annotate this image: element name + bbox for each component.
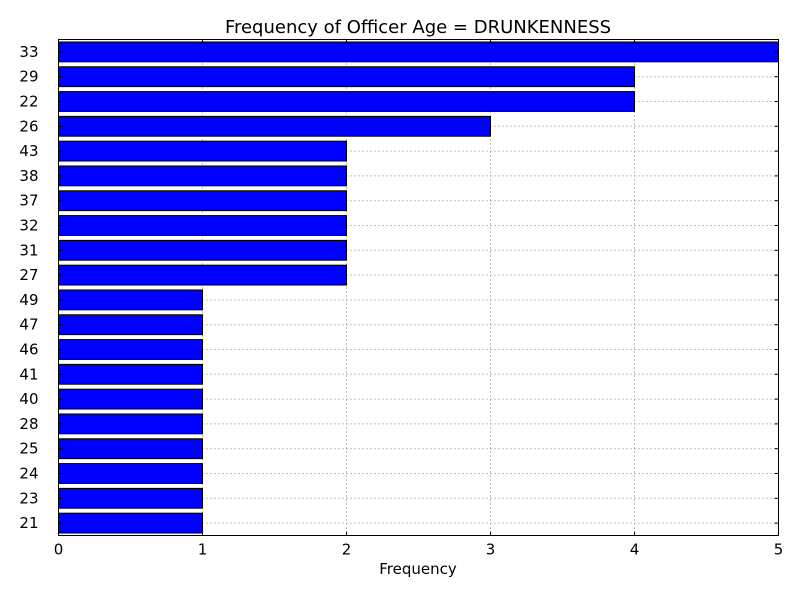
- x-tick-label-4: 4: [630, 541, 640, 559]
- bar-age-37: [58, 190, 347, 212]
- y-tick-label-46: 46: [19, 341, 38, 359]
- bar-age-33: [58, 41, 779, 63]
- y-tick-label-29: 29: [19, 68, 38, 86]
- y-tick-label-41: 41: [19, 365, 38, 383]
- y-tick-label-21: 21: [19, 514, 38, 532]
- bar-age-27: [58, 264, 347, 286]
- x-tick-label-5: 5: [774, 541, 784, 559]
- bar-age-29: [58, 66, 635, 88]
- bar-age-49: [58, 289, 203, 311]
- bar-age-32: [58, 215, 347, 236]
- bar-age-25: [58, 438, 203, 460]
- x-tick-label-1: 1: [198, 541, 208, 559]
- y-tick-label-25: 25: [19, 440, 38, 458]
- y-tick-label-24: 24: [19, 465, 38, 483]
- x-tick-label-2: 2: [342, 541, 352, 559]
- y-tick-label-33: 33: [19, 43, 38, 61]
- y-tick-label-49: 49: [19, 291, 38, 309]
- bar-age-47: [58, 314, 203, 336]
- bar-age-22: [58, 91, 635, 112]
- y-tick-label-37: 37: [19, 192, 38, 210]
- y-tick-label-40: 40: [19, 390, 38, 408]
- axis-ticks: 3329222643383732312749474641402825242321…: [19, 39, 784, 559]
- y-tick-label-47: 47: [19, 316, 38, 334]
- y-tick-label-22: 22: [19, 93, 38, 111]
- bar-age-38: [58, 165, 347, 187]
- bar-age-43: [58, 140, 347, 162]
- chart-title: Frequency of Officer Age = DRUNKENNESS: [225, 17, 611, 38]
- y-tick-label-27: 27: [19, 266, 38, 284]
- bar-age-31: [58, 239, 347, 261]
- bar-age-21: [58, 512, 203, 534]
- y-tick-label-43: 43: [19, 142, 38, 160]
- bar-age-40: [58, 388, 203, 410]
- bar-age-46: [58, 339, 203, 360]
- bar-age-28: [58, 413, 203, 435]
- bar-age-23: [58, 487, 203, 509]
- bar-age-24: [58, 463, 203, 484]
- y-tick-label-23: 23: [19, 489, 38, 507]
- bar-age-26: [58, 115, 491, 137]
- x-tick-label-3: 3: [486, 541, 496, 559]
- plot-frame: [58, 39, 779, 536]
- bars: [58, 41, 779, 534]
- y-tick-label-26: 26: [19, 117, 38, 135]
- y-tick-label-28: 28: [19, 415, 38, 433]
- y-tick-label-38: 38: [19, 167, 38, 185]
- y-tick-label-32: 32: [19, 217, 38, 235]
- x-tick-label-0: 0: [54, 541, 64, 559]
- grid-lines: [58, 39, 779, 536]
- x-axis-label: Frequency: [379, 560, 457, 578]
- y-tick-label-31: 31: [19, 241, 38, 259]
- bar-age-41: [58, 363, 203, 385]
